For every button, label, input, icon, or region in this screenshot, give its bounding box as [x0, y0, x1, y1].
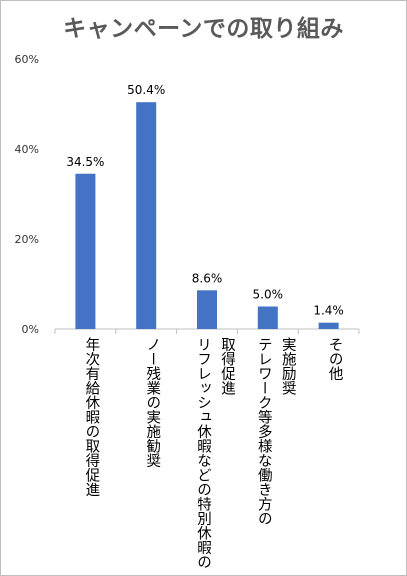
data-label: 8.6% — [192, 271, 223, 285]
bar — [197, 290, 217, 329]
data-label: 34.5% — [66, 155, 104, 169]
y-tick-label: 20% — [15, 233, 39, 246]
x-tick-label: 実施励奨 — [279, 337, 296, 395]
y-tick-label: 40% — [15, 143, 39, 156]
bar — [318, 322, 339, 329]
y-tick-label: 0% — [22, 323, 39, 336]
x-tick-label: 年次有給休暇の取得促進 — [83, 337, 100, 497]
x-tick-label: リフレッシュ休暇などの特別休暇の — [195, 337, 211, 569]
bar — [136, 102, 157, 329]
x-tick-label: その他 — [326, 337, 343, 381]
bar — [257, 306, 278, 329]
data-label: 50.4% — [127, 83, 165, 97]
x-tick-label: 取得促進 — [219, 337, 235, 395]
chart-title: キャンペーンでの取り組み — [63, 16, 344, 42]
x-tick-label: ノー残業の実施勧奨 — [144, 337, 161, 468]
y-tick-label: 60% — [15, 53, 39, 66]
bar — [75, 173, 96, 329]
data-label: 5.0% — [253, 288, 284, 302]
data-label: 1.4% — [313, 304, 344, 318]
x-tick-label: テレワーク等多様な働き方の — [255, 337, 272, 526]
